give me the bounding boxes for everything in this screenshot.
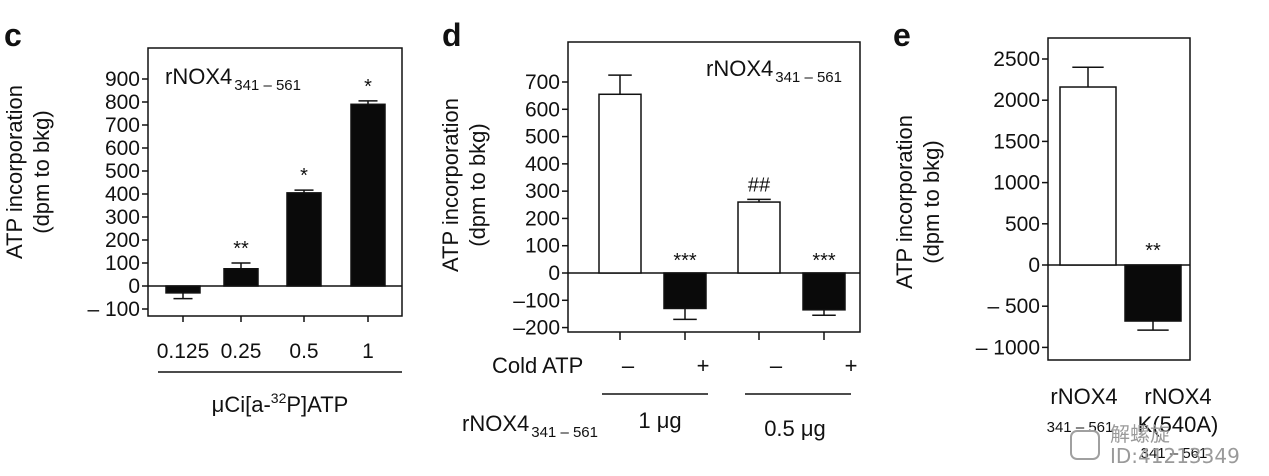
panel-d-ylabel-line1: ATP incorporation bbox=[438, 98, 463, 272]
panel-d-cold-mark-1: – bbox=[622, 353, 635, 378]
panel-d-plot-frame bbox=[567, 41, 861, 333]
panel-c-ytick-label: 0 bbox=[128, 275, 140, 298]
panel-d: d ATP incorporation (dpm to bkg) rNOX4 34… bbox=[438, 17, 857, 441]
panel-c-group-label-post: P]ATP bbox=[286, 392, 348, 417]
panel-c-bar bbox=[350, 103, 386, 287]
panel-e-ytick-label: 1500 bbox=[993, 130, 1040, 153]
panel-c-plot: – 1000100200300400500600700800900****0.1… bbox=[87, 47, 403, 363]
panel-e: e ATP incorporation (dpm to bkg) rNOX4 3… bbox=[892, 17, 1218, 462]
panel-d-bar bbox=[663, 272, 707, 310]
panel-d-ytick-label: 300 bbox=[525, 180, 560, 203]
panel-d-inset-main: rNOX4 bbox=[706, 56, 773, 81]
panel-e-plot-frame bbox=[1047, 37, 1191, 361]
panel-e-plot: – 1000 – 500 0 500 1000 1500 2000 2500 ** bbox=[976, 37, 1191, 361]
panel-d-row-label: rNOX4 341 – 561 bbox=[462, 411, 598, 441]
panel-d-cold-atp-label: Cold ATP bbox=[492, 353, 583, 378]
panel-c-letter: c bbox=[4, 17, 22, 53]
panel-e-ytick-label: – 1000 bbox=[976, 336, 1040, 359]
panel-e-xcat-1: rNOX4 bbox=[1050, 384, 1117, 409]
panel-e-ytick-label: 0 bbox=[1028, 254, 1040, 277]
panel-c-ytick-label: 200 bbox=[105, 229, 140, 252]
panel-d-plot: –200 –100 0 100 200 300 400 500 600 700 *** ## *** bbox=[513, 41, 861, 340]
panel-d-bar bbox=[737, 201, 781, 274]
panel-d-ytick-label: –100 bbox=[513, 289, 560, 312]
panel-c-ytick-label: 900 bbox=[105, 68, 140, 91]
panel-c-ytick-label: 800 bbox=[105, 91, 140, 114]
panel-c-xtick-label: 1 bbox=[362, 340, 374, 363]
panel-c: c ATP incorporation (dpm to bkg) rNOX4 34… bbox=[2, 17, 402, 417]
panel-e-ytick-label: 2500 bbox=[993, 48, 1040, 71]
panel-d-significance-label: ## bbox=[748, 174, 771, 196]
panel-e-ylabel-line1: ATP incorporation bbox=[892, 115, 917, 289]
panel-c-inset-sub: 341 – 561 bbox=[234, 77, 301, 94]
panel-c-ylabel-line2: (dpm to bkg) bbox=[29, 110, 54, 234]
panel-e-letter: e bbox=[893, 17, 911, 53]
panel-d-significance-label: *** bbox=[673, 250, 697, 272]
panel-c-ytick-label: 700 bbox=[105, 114, 140, 137]
panel-c-significance-label: * bbox=[364, 76, 372, 98]
panel-c-ytick-label: 400 bbox=[105, 183, 140, 206]
panel-c-xtick-label: 0.25 bbox=[221, 340, 262, 363]
panel-c-group-label-sup: 32 bbox=[271, 390, 287, 406]
panel-d-ytick-label: 500 bbox=[525, 126, 560, 149]
panel-e-xcat-2-sub: 341 – 561 bbox=[1141, 445, 1208, 462]
panel-e-ytick-label: 2000 bbox=[993, 89, 1040, 112]
panel-d-cold-mark-2: + bbox=[697, 353, 710, 378]
panel-c-group-label: μCi[a-32P]ATP bbox=[212, 390, 349, 417]
panel-d-bar bbox=[598, 93, 642, 274]
panel-c-xtick-label: 0.5 bbox=[289, 340, 318, 363]
panel-d-bar bbox=[802, 272, 846, 311]
panel-c-plot-frame bbox=[147, 47, 403, 317]
panel-c-ytick-label: 300 bbox=[105, 206, 140, 229]
panel-d-ytick-label: 0 bbox=[548, 262, 560, 285]
panel-e-bar bbox=[1124, 264, 1182, 322]
panel-d-ytick-label: 200 bbox=[525, 207, 560, 230]
panel-e-ytick-label: – 500 bbox=[987, 295, 1040, 318]
panel-c-ylabel-line1: ATP incorporation bbox=[2, 85, 27, 259]
panel-d-significance-label: *** bbox=[812, 250, 836, 272]
panel-d-row-sub: 341 – 561 bbox=[531, 424, 598, 441]
panel-c-significance-label: ** bbox=[233, 238, 249, 260]
panel-c-ytick-label: – 100 bbox=[87, 298, 140, 321]
panel-c-group-label-pre: μCi[a- bbox=[212, 392, 271, 417]
panel-d-dose-2: 0.5 μg bbox=[764, 416, 826, 441]
panel-c-bar bbox=[165, 285, 201, 294]
panel-c-ytick-label: 100 bbox=[105, 252, 140, 275]
panel-d-ytick-label: 400 bbox=[525, 153, 560, 176]
panel-c-bar bbox=[223, 268, 259, 287]
panel-d-ytick-label: 700 bbox=[525, 71, 560, 94]
panel-c-ytick-label: 500 bbox=[105, 160, 140, 183]
panel-d-letter: d bbox=[442, 17, 462, 53]
panel-c-inset-main: rNOX4 bbox=[165, 64, 232, 89]
watermark-line-2: ID:41213349 bbox=[1110, 444, 1240, 468]
panel-e-significance-label: ** bbox=[1145, 240, 1161, 262]
panel-e-xcat-2: rNOX4 bbox=[1144, 384, 1211, 409]
watermark-line-1: 解螺旋 bbox=[1110, 422, 1170, 446]
panel-e-bar bbox=[1059, 86, 1117, 266]
panel-e-ytick-label: 1000 bbox=[993, 172, 1040, 195]
panel-d-ytick-label: –200 bbox=[513, 317, 560, 340]
panel-d-inset-sub: 341 – 561 bbox=[775, 69, 842, 86]
panel-c-significance-label: * bbox=[300, 165, 308, 187]
panel-c-inset-label: rNOX4 341 – 561 bbox=[165, 64, 301, 94]
watermark-logo-icon bbox=[1070, 430, 1100, 460]
panel-c-ytick-label: 600 bbox=[105, 137, 140, 160]
panel-d-ytick-label: 600 bbox=[525, 98, 560, 121]
watermark: 解螺旋 ID:41213349 bbox=[1070, 424, 1265, 470]
panel-d-inset-label: rNOX4 341 – 561 bbox=[706, 56, 842, 86]
panel-c-bar bbox=[286, 192, 322, 287]
panel-d-cold-mark-4: + bbox=[845, 353, 858, 378]
panel-e-ylabel-line2: (dpm to bkg) bbox=[919, 140, 944, 264]
panel-c-xtick-label: 0.125 bbox=[157, 340, 210, 363]
panel-d-ylabel-line2: (dpm to bkg) bbox=[465, 123, 490, 247]
panel-d-ytick-label: 100 bbox=[525, 235, 560, 258]
panel-d-dose-1: 1 μg bbox=[638, 408, 681, 433]
panel-e-xcat-2-line2: K(540A) bbox=[1138, 412, 1219, 437]
panel-d-cold-mark-3: – bbox=[770, 353, 783, 378]
panel-e-ytick-label: 500 bbox=[1005, 213, 1040, 236]
panel-d-row-main: rNOX4 bbox=[462, 411, 529, 436]
